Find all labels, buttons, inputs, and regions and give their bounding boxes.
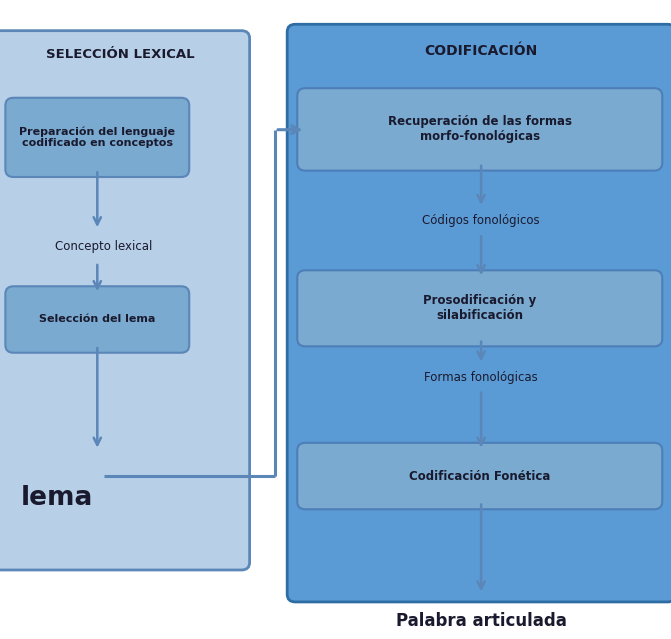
Text: lema: lema <box>21 486 93 511</box>
Text: Concepto lexical: Concepto lexical <box>55 240 153 252</box>
FancyBboxPatch shape <box>5 98 189 177</box>
Text: Preparación del lenguaje
codificado en conceptos: Preparación del lenguaje codificado en c… <box>19 127 175 148</box>
Text: SELECCIÓN LEXICAL: SELECCIÓN LEXICAL <box>46 48 195 61</box>
Text: Codificación Fonética: Codificación Fonética <box>409 470 550 482</box>
FancyBboxPatch shape <box>287 24 671 602</box>
FancyBboxPatch shape <box>297 270 662 346</box>
Text: Palabra articulada: Palabra articulada <box>396 612 566 630</box>
FancyBboxPatch shape <box>5 286 189 353</box>
Text: Selección del lema: Selección del lema <box>39 314 156 325</box>
FancyBboxPatch shape <box>297 88 662 171</box>
Text: Recuperación de las formas
morfo-fonológicas: Recuperación de las formas morfo-fonológ… <box>388 116 572 143</box>
FancyBboxPatch shape <box>297 443 662 509</box>
Text: Formas fonológicas: Formas fonológicas <box>424 371 538 383</box>
FancyBboxPatch shape <box>0 31 250 570</box>
Text: Códigos fonológicos: Códigos fonológicos <box>422 214 540 227</box>
Text: CODIFICACIÓN: CODIFICACIÓN <box>425 44 537 58</box>
Text: Prosodificación y
silabificación: Prosodificación y silabificación <box>423 295 536 322</box>
